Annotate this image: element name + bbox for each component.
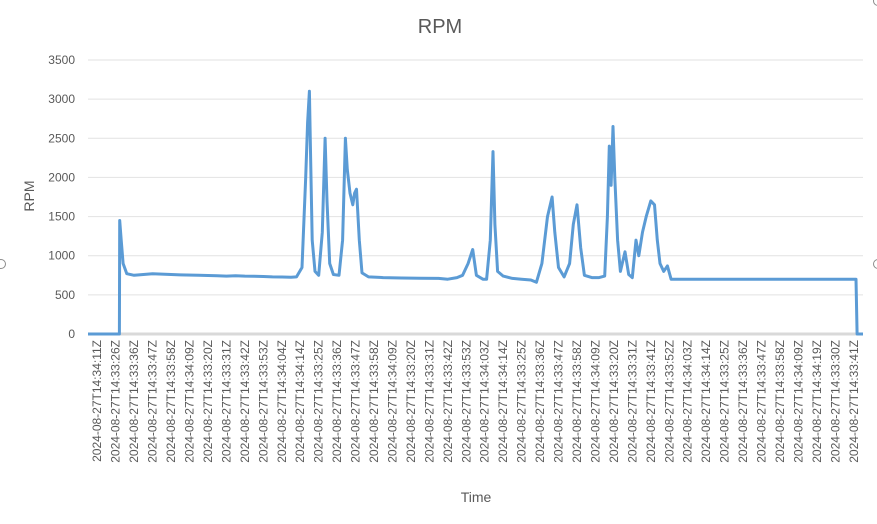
x-tick-label: 2024-08-27T14:33:36Z	[127, 340, 141, 463]
resize-handle-top-right[interactable]	[873, 0, 877, 6]
resize-handle-left[interactable]	[0, 259, 6, 269]
x-tick-label: 2024-08-27T14:33:20Z	[201, 340, 215, 463]
x-axis-label: Time	[461, 489, 492, 505]
x-tick-label: 2024-08-27T14:33:41Z	[847, 340, 861, 463]
x-tick-label: 2024-08-27T14:33:25Z	[718, 340, 732, 463]
x-tick-label: 2024-08-27T14:34:09Z	[385, 340, 399, 463]
y-axis-tick-labels: 0 500 1000 1500 2000 2500 3000 3500	[48, 53, 75, 341]
gridlines	[88, 59, 863, 336]
x-tick-label: 2024-08-27T14:33:53Z	[256, 340, 270, 463]
x-axis-tick-labels: 2024-08-27T14:34:11Z 2024-08-27T14:33:26Z…	[90, 340, 861, 463]
y-tick-label: 1500	[48, 210, 75, 224]
x-tick-label: 2024-08-27T14:33:20Z	[404, 340, 418, 463]
y-tick-label: 2000	[48, 170, 75, 184]
x-tick-label: 2024-08-27T14:33:41Z	[644, 340, 658, 463]
x-tick-label: 2024-08-27T14:34:14Z	[496, 340, 510, 463]
x-tick-label: 2024-08-27T14:34:09Z	[588, 340, 602, 463]
x-tick-label: 2024-08-27T14:33:26Z	[109, 340, 123, 463]
x-tick-label: 2024-08-27T14:34:04Z	[275, 340, 289, 463]
series-layer	[88, 89, 863, 336]
x-tick-label: 2024-08-27T14:33:36Z	[736, 340, 750, 463]
x-tick-label: 2024-08-27T14:33:47Z	[349, 340, 363, 463]
x-tick-label: 2024-08-27T14:34:09Z	[791, 340, 805, 463]
x-tick-label: 2024-08-27T14:33:36Z	[533, 340, 547, 463]
x-tick-label: 2024-08-27T14:33:25Z	[515, 340, 529, 463]
x-tick-label: 2024-08-27T14:34:19Z	[810, 340, 824, 463]
x-tick-label: 2024-08-27T14:33:53Z	[459, 340, 473, 463]
x-tick-label: 2024-08-27T14:33:25Z	[312, 340, 326, 463]
resize-handle-right[interactable]	[873, 259, 877, 269]
x-tick-label: 2024-08-27T14:34:09Z	[182, 340, 196, 463]
x-tick-label: 2024-08-27T14:33:42Z	[441, 340, 455, 463]
x-tick-label: 2024-08-27T14:33:36Z	[330, 340, 344, 463]
x-tick-label: 2024-08-27T14:33:31Z	[422, 340, 436, 463]
x-tick-label: 2024-08-27T14:33:30Z	[828, 340, 842, 463]
x-tick-label: 2024-08-27T14:33:58Z	[367, 340, 381, 463]
x-tick-label: 2024-08-27T14:33:58Z	[773, 340, 787, 463]
x-tick-label: 2024-08-27T14:33:52Z	[662, 340, 676, 463]
series-line-0	[88, 89, 863, 336]
x-tick-label: 2024-08-27T14:33:47Z	[146, 340, 160, 463]
x-tick-label: 2024-08-27T14:34:14Z	[293, 340, 307, 463]
x-tick-label: 2024-08-27T14:34:03Z	[681, 340, 695, 463]
x-tick-label: 2024-08-27T14:33:47Z	[755, 340, 769, 463]
x-tick-label: 2024-08-27T14:33:58Z	[570, 340, 584, 463]
y-tick-label: 3000	[48, 92, 75, 106]
y-tick-label: 3500	[48, 53, 75, 67]
x-tick-label: 2024-08-27T14:34:14Z	[699, 340, 713, 463]
x-tick-label: 2024-08-27T14:33:31Z	[625, 340, 639, 463]
chart-title: RPM	[418, 16, 462, 38]
x-tick-label: 2024-08-27T14:34:11Z	[90, 340, 104, 462]
x-tick-label: 2024-08-27T14:33:58Z	[164, 340, 178, 463]
y-tick-label: 500	[55, 288, 75, 302]
x-tick-label: 2024-08-27T14:34:03Z	[478, 340, 492, 463]
y-axis-label: RPM	[21, 180, 37, 211]
y-tick-label: 1000	[48, 249, 75, 263]
y-tick-label: 2500	[48, 131, 75, 145]
y-tick-label: 0	[68, 327, 75, 341]
x-tick-label: 2024-08-27T14:33:47Z	[552, 340, 566, 463]
x-tick-label: 2024-08-27T14:33:20Z	[607, 340, 621, 463]
x-tick-label: 2024-08-27T14:33:31Z	[219, 340, 233, 463]
x-tick-label: 2024-08-27T14:33:42Z	[238, 340, 252, 463]
